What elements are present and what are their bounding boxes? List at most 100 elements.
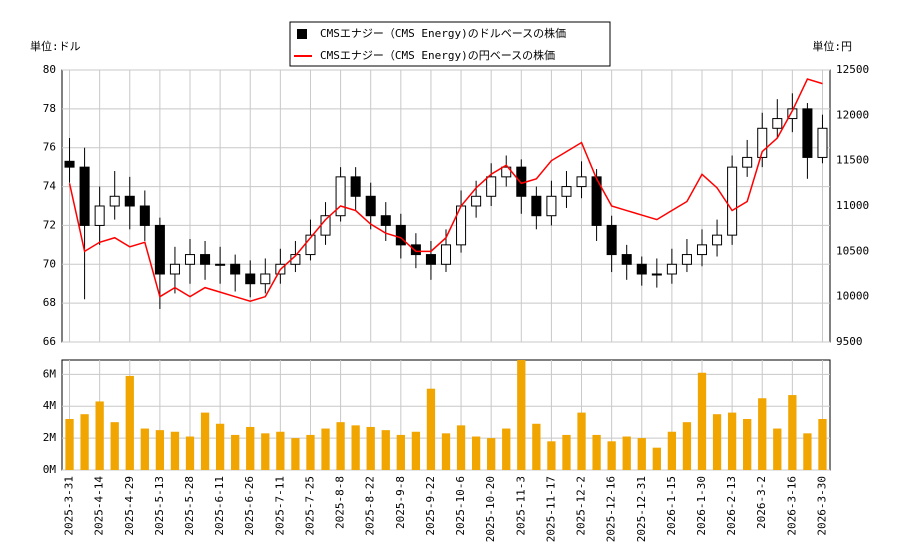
- candle-body: [531, 195, 542, 217]
- x-tick-label: 2025-4-29: [123, 476, 136, 536]
- volume-bar: [667, 431, 677, 470]
- y2-tick-label: 11500: [836, 154, 869, 167]
- x-tick-label: 2025-12-16: [605, 476, 618, 542]
- x-tick-label: 2025-6-11: [213, 476, 226, 536]
- volume-bar: [200, 412, 210, 470]
- candle-body: [425, 254, 436, 265]
- candle-body: [200, 254, 211, 265]
- candle-body: [94, 205, 105, 226]
- candle-body: [395, 224, 406, 246]
- x-tick-label: 2025-7-11: [273, 476, 286, 536]
- y-tick-label: 72: [43, 218, 56, 231]
- volume-bar: [682, 422, 692, 470]
- volume-bar: [321, 428, 330, 470]
- candle-body: [64, 160, 75, 168]
- volume-bar: [215, 423, 225, 470]
- candle-body: [817, 127, 828, 158]
- y-tick-label: 0M: [43, 463, 57, 476]
- candle-body: [184, 254, 196, 265]
- candle-body: [606, 224, 617, 256]
- candle-body: [109, 195, 120, 207]
- candle-body: [501, 166, 512, 178]
- candle-body: [757, 127, 768, 158]
- volume-bar: [712, 414, 722, 470]
- candle-body: [666, 263, 677, 275]
- candle-body: [576, 176, 587, 188]
- y-axis-label: 単位:ドル: [30, 39, 81, 53]
- volume-bar: [155, 430, 165, 470]
- candle-body: [305, 234, 316, 256]
- y2-axis-label: 単位:円: [812, 39, 852, 53]
- x-tick-label: 2025-6-26: [243, 476, 256, 536]
- candle-body: [380, 215, 391, 226]
- volume-bar: [396, 434, 405, 470]
- volume-bar: [170, 431, 180, 470]
- volume-bar: [261, 433, 270, 470]
- volume-bar: [517, 360, 526, 470]
- candle-body: [486, 176, 497, 197]
- candle-body: [561, 186, 572, 197]
- volume-bar: [637, 438, 646, 470]
- candle-body: [365, 195, 376, 217]
- volume-bar: [381, 430, 390, 470]
- legend-label: CMSエナジー（CMS Energy)の円ベースの株価: [320, 48, 555, 62]
- candle-body: [681, 254, 692, 265]
- volume-bar: [622, 436, 631, 470]
- volume-bar: [291, 438, 300, 470]
- candle-body: [124, 195, 135, 207]
- y-tick-label: 2M: [43, 431, 57, 444]
- candle-body: [471, 195, 482, 207]
- volume-bar: [441, 433, 451, 470]
- yen-line: [68, 78, 823, 302]
- x-tick-label: 2026-3-16: [785, 476, 798, 536]
- candle-body: [651, 273, 662, 276]
- volume-bar: [231, 434, 240, 470]
- y-tick-label: 68: [43, 296, 56, 309]
- y2-tick-label: 12500: [836, 63, 869, 76]
- legend-marker: [297, 29, 307, 39]
- volume-bar: [80, 414, 89, 470]
- legend-box: [289, 21, 611, 67]
- x-tick-label: 2025-8-8: [334, 476, 347, 529]
- y-tick-label: 78: [43, 102, 56, 115]
- x-tick-label: 2026-2-13: [725, 476, 738, 536]
- candle-body: [139, 205, 150, 226]
- volume-bar: [110, 422, 119, 470]
- x-tick-label: 2025-10-6: [454, 476, 467, 536]
- y2-tick-label: 10000: [836, 290, 869, 303]
- volume-bar: [411, 431, 421, 470]
- volume-bar: [577, 412, 586, 470]
- x-tick-label: 2025-8-22: [364, 476, 377, 536]
- volume-bar: [366, 426, 375, 470]
- candle-body: [727, 166, 738, 236]
- x-tick-label: 2025-7-25: [303, 476, 316, 536]
- volume-bar: [532, 423, 541, 470]
- y-tick-label: 80: [43, 63, 56, 76]
- x-tick-label: 2025-5-28: [183, 476, 196, 536]
- y2-tick-label: 9500: [836, 335, 863, 348]
- volume-bar: [276, 431, 285, 470]
- volume-bar: [727, 412, 737, 470]
- volume-bar: [471, 436, 481, 470]
- legend-label: CMSエナジー（CMS Energy)のドルベースの株価: [320, 26, 566, 40]
- candle-body: [230, 263, 241, 275]
- volume-bar: [125, 375, 134, 470]
- volume-bar: [592, 434, 601, 470]
- x-tick-label: 2025-3-31: [63, 476, 76, 536]
- volume-bar: [562, 434, 571, 470]
- y2-tick-label: 11000: [836, 199, 869, 212]
- x-tick-label: 2025-4-14: [93, 476, 106, 536]
- candle-body: [802, 108, 813, 158]
- candle-body: [546, 195, 557, 217]
- volume-bar: [803, 433, 812, 470]
- y-tick-label: 70: [43, 257, 56, 270]
- volume-bar: [652, 447, 661, 470]
- volume-bar: [758, 398, 767, 470]
- volume-bar: [743, 418, 752, 470]
- candle-body: [712, 234, 723, 246]
- candle-body: [742, 156, 753, 168]
- candle-body: [79, 166, 90, 226]
- candle-body: [636, 263, 647, 275]
- candle-body: [260, 273, 271, 285]
- volume-bar: [426, 388, 436, 470]
